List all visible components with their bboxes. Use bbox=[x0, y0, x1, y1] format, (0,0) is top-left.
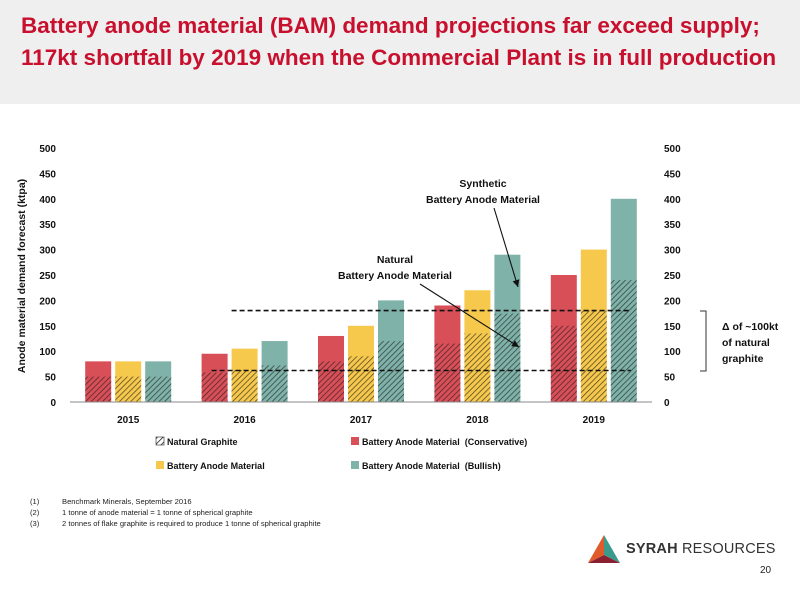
x-axis-ticks: 2015 2016 2017 2018 2019 bbox=[70, 401, 652, 426]
x-tick-label: 2016 bbox=[233, 415, 256, 426]
slide-title: Battery anode material (BAM) demand proj… bbox=[21, 10, 791, 74]
y2-tick-label: 50 bbox=[664, 373, 676, 384]
delta-bracket bbox=[700, 310, 707, 372]
legend-swatch-conservative bbox=[351, 437, 359, 445]
company-logo: SYRAH RESOURCES bbox=[586, 533, 776, 567]
bar-natural-graphite bbox=[261, 365, 288, 402]
annotations: Synthetic Battery Anode Material Natural… bbox=[338, 178, 779, 365]
legend-label-conservative: Battery Anode Material (Conservative) bbox=[362, 437, 527, 447]
x-tick-label: 2018 bbox=[466, 415, 489, 426]
y-axis-left: 0 50 100 150 200 250 300 350 400 450 500 bbox=[39, 144, 56, 409]
synthetic-arrow bbox=[493, 207, 519, 288]
y-tick-label: 0 bbox=[50, 398, 56, 409]
demand-chart: 0 50 100 150 200 250 300 350 400 450 500 0 50 100 150… bbox=[16, 144, 779, 471]
delta-label-line-3: graphite bbox=[722, 353, 764, 365]
y2-tick-label: 100 bbox=[664, 347, 681, 358]
footnote-text: Benchmark Minerals, September 2016 bbox=[62, 497, 192, 506]
y2-tick-label: 250 bbox=[664, 271, 681, 282]
slide-title-line-1: Battery anode material (BAM) demand proj… bbox=[21, 13, 760, 38]
synthetic-label-line-2: Battery Anode Material bbox=[426, 194, 540, 206]
legend-swatch-natural bbox=[155, 436, 165, 446]
bar-natural-graphite bbox=[348, 356, 374, 402]
bar-natural-graphite bbox=[201, 372, 228, 402]
y-tick-label: 450 bbox=[39, 169, 56, 180]
logo-wordmark-bold: SYRAH bbox=[626, 541, 678, 557]
bar-natural-graphite bbox=[434, 343, 461, 402]
y2-tick-label: 200 bbox=[664, 296, 681, 307]
synthetic-label-line-1: Synthetic bbox=[459, 178, 506, 190]
bar-natural-graphite bbox=[550, 325, 577, 402]
y-tick-label: 200 bbox=[39, 296, 56, 307]
legend-label-bullish: Battery Anode Material (Bullish) bbox=[362, 461, 501, 471]
bar-natural-graphite bbox=[318, 361, 344, 402]
y-axis-label: Anode material demand forecast (ktpa) bbox=[16, 179, 28, 373]
footnote-number: (3) bbox=[30, 519, 40, 528]
footnote-text: 2 tonnes of flake graphite is required t… bbox=[62, 519, 321, 528]
natural-label-line-1: Natural bbox=[377, 254, 413, 266]
y-tick-label: 350 bbox=[39, 220, 56, 231]
y2-tick-label: 350 bbox=[664, 220, 681, 231]
synthetic-arrow-head bbox=[512, 279, 520, 287]
bar-natural-graphite bbox=[610, 280, 637, 402]
natural-arrow bbox=[419, 283, 520, 348]
y-tick-label: 50 bbox=[45, 373, 57, 384]
y2-tick-label: 0 bbox=[664, 398, 670, 409]
bar-natural-graphite bbox=[464, 333, 491, 402]
y2-tick-label: 300 bbox=[664, 246, 681, 257]
logo-wordmark: SYRAH RESOURCES bbox=[626, 541, 776, 557]
bar-natural-graphite bbox=[115, 376, 142, 402]
delta-label-line-1: Δ of ~100kt bbox=[722, 321, 779, 333]
y-tick-label: 100 bbox=[39, 347, 56, 358]
y-axis-right: 0 50 100 150 200 250 300 350 400 450 500 bbox=[664, 144, 681, 409]
y2-tick-label: 500 bbox=[664, 144, 681, 155]
y2-tick-label: 450 bbox=[664, 169, 681, 180]
y2-tick-label: 150 bbox=[664, 322, 681, 333]
chart-legend: Natural Graphite Battery Anode Material … bbox=[155, 436, 527, 471]
footnote-text: 1 tonne of anode material = 1 tonne of s… bbox=[62, 508, 253, 517]
y-tick-label: 400 bbox=[39, 195, 56, 206]
x-tick-label: 2019 bbox=[583, 415, 606, 426]
legend-label-natural: Natural Graphite bbox=[167, 437, 238, 447]
natural-arrow-head bbox=[511, 340, 519, 347]
y-tick-label: 250 bbox=[39, 271, 56, 282]
logo-wordmark-rest: RESOURCES bbox=[677, 541, 776, 557]
page-number: 20 bbox=[760, 565, 772, 576]
bar-natural-graphite bbox=[580, 310, 607, 402]
reference-lines bbox=[211, 309, 631, 372]
bar-natural-graphite bbox=[494, 313, 521, 402]
y-tick-label: 300 bbox=[39, 246, 56, 257]
y-tick-label: 500 bbox=[39, 144, 56, 155]
bar-natural-graphite bbox=[231, 369, 258, 402]
natural-label-line-2: Battery Anode Material bbox=[338, 270, 452, 282]
bar-series bbox=[85, 198, 637, 402]
legend-swatch-base bbox=[156, 461, 164, 469]
y2-tick-label: 400 bbox=[664, 195, 681, 206]
bar-natural-graphite bbox=[378, 341, 404, 402]
legend-label-base: Battery Anode Material bbox=[167, 461, 265, 471]
legend-swatch-bullish bbox=[351, 461, 359, 469]
syrah-triangle-icon bbox=[588, 535, 620, 563]
footnote-number: (1) bbox=[30, 497, 40, 506]
title-banner: Battery anode material (BAM) demand proj… bbox=[0, 0, 800, 104]
y-tick-label: 150 bbox=[39, 322, 56, 333]
bar-natural-graphite bbox=[85, 376, 112, 402]
bar-natural-graphite bbox=[145, 376, 172, 402]
slide-title-line-2: 117kt shortfall by 2019 when the Commerc… bbox=[21, 45, 777, 70]
footnote-number: (2) bbox=[30, 508, 40, 517]
delta-label-line-2: of natural bbox=[722, 337, 770, 349]
x-tick-label: 2015 bbox=[117, 415, 140, 426]
x-tick-label: 2017 bbox=[350, 415, 373, 426]
annotation-arrows bbox=[419, 207, 520, 348]
